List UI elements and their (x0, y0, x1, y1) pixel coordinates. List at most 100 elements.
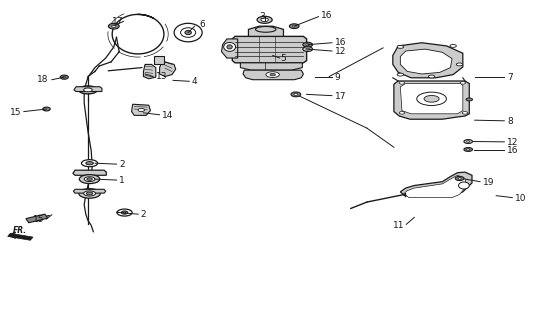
Polygon shape (240, 63, 302, 70)
Ellipse shape (78, 86, 97, 94)
Text: 16: 16 (335, 38, 346, 47)
Ellipse shape (227, 45, 232, 49)
Ellipse shape (466, 98, 472, 101)
Text: FR.: FR. (12, 226, 26, 235)
Ellipse shape (458, 178, 461, 179)
Polygon shape (8, 233, 33, 240)
Text: 15: 15 (33, 215, 45, 224)
Ellipse shape (399, 112, 404, 114)
Ellipse shape (266, 72, 279, 77)
Ellipse shape (291, 92, 301, 97)
Text: 13: 13 (156, 72, 167, 81)
Ellipse shape (424, 95, 439, 102)
Polygon shape (221, 39, 238, 58)
Ellipse shape (306, 44, 309, 46)
Ellipse shape (185, 30, 191, 35)
Ellipse shape (43, 107, 50, 111)
Text: 11: 11 (393, 221, 404, 230)
Ellipse shape (60, 75, 68, 79)
Ellipse shape (79, 175, 100, 184)
Text: 16: 16 (507, 146, 518, 155)
Ellipse shape (180, 28, 195, 37)
Ellipse shape (455, 176, 464, 180)
Polygon shape (232, 36, 307, 63)
Ellipse shape (456, 63, 463, 66)
Text: 9: 9 (335, 73, 340, 82)
Text: 17: 17 (335, 92, 346, 101)
Text: 4: 4 (192, 77, 198, 86)
Bar (26, 214, 48, 223)
Ellipse shape (109, 23, 119, 29)
Ellipse shape (399, 82, 404, 84)
Polygon shape (400, 49, 452, 74)
Ellipse shape (117, 209, 132, 216)
Text: 15: 15 (10, 108, 21, 117)
Polygon shape (400, 84, 463, 114)
Ellipse shape (306, 48, 309, 50)
Ellipse shape (464, 148, 472, 151)
Ellipse shape (450, 44, 456, 47)
Ellipse shape (79, 189, 100, 198)
Polygon shape (393, 43, 463, 78)
Polygon shape (243, 70, 303, 80)
Text: 7: 7 (507, 73, 513, 82)
Ellipse shape (84, 88, 92, 92)
Ellipse shape (87, 178, 92, 180)
Ellipse shape (467, 149, 470, 150)
Ellipse shape (86, 162, 93, 165)
Ellipse shape (257, 16, 272, 23)
Ellipse shape (460, 82, 465, 84)
Ellipse shape (292, 25, 296, 27)
Polygon shape (248, 26, 284, 36)
Ellipse shape (303, 47, 313, 52)
Polygon shape (74, 87, 102, 92)
Text: 5: 5 (281, 53, 287, 62)
Polygon shape (160, 61, 176, 76)
Ellipse shape (467, 141, 470, 142)
Polygon shape (403, 175, 467, 197)
Text: 18: 18 (37, 75, 48, 84)
Ellipse shape (397, 45, 403, 48)
Ellipse shape (428, 75, 435, 78)
Text: 19: 19 (483, 178, 494, 187)
Text: 12: 12 (335, 47, 346, 56)
Ellipse shape (112, 25, 116, 27)
Text: 1: 1 (119, 176, 125, 185)
Ellipse shape (417, 92, 447, 106)
Text: 8: 8 (507, 117, 513, 126)
Ellipse shape (86, 192, 93, 195)
Ellipse shape (458, 182, 469, 189)
Text: 3: 3 (259, 12, 265, 21)
Ellipse shape (464, 140, 472, 143)
Text: 14: 14 (163, 111, 174, 120)
Ellipse shape (84, 177, 95, 181)
Ellipse shape (289, 24, 299, 28)
Ellipse shape (138, 108, 145, 112)
Polygon shape (144, 64, 156, 79)
Text: 6: 6 (199, 20, 205, 29)
Ellipse shape (303, 42, 313, 47)
Text: 17: 17 (112, 17, 124, 26)
Ellipse shape (270, 73, 275, 76)
Ellipse shape (82, 160, 98, 167)
Ellipse shape (294, 93, 298, 95)
Text: 16: 16 (321, 12, 333, 20)
Text: 10: 10 (515, 194, 526, 203)
Ellipse shape (397, 73, 403, 76)
Ellipse shape (84, 191, 96, 196)
Polygon shape (73, 189, 106, 193)
Ellipse shape (462, 112, 468, 114)
Polygon shape (394, 81, 469, 119)
Bar (154, 56, 165, 64)
Polygon shape (132, 104, 151, 116)
Ellipse shape (261, 18, 268, 21)
Ellipse shape (122, 211, 128, 214)
Text: 12: 12 (507, 138, 518, 147)
Polygon shape (73, 170, 106, 175)
Ellipse shape (123, 212, 126, 213)
Ellipse shape (255, 27, 276, 32)
Ellipse shape (174, 23, 202, 42)
Text: 2: 2 (141, 210, 146, 219)
Polygon shape (400, 172, 472, 196)
Text: 2: 2 (119, 160, 125, 169)
